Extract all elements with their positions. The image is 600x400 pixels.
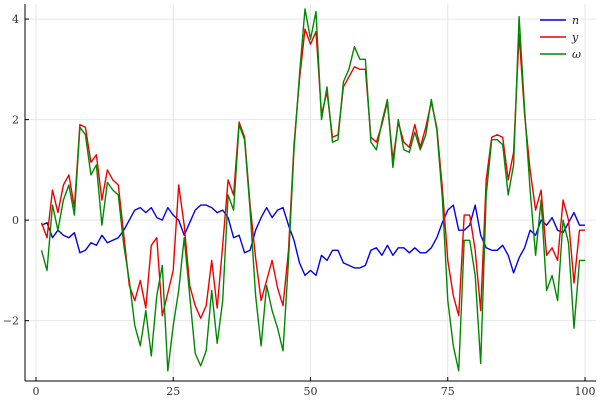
grid (25, 4, 596, 381)
series-lines (40, 8, 585, 372)
y-tick-label: 4 (12, 13, 19, 26)
tick-labels: 0 25 50 75 100 −2 0 2 4 (3, 13, 596, 398)
series-line-0 (41, 204, 585, 277)
y-tick-label: 0 (12, 214, 19, 227)
x-tick-label: 75 (441, 385, 455, 398)
x-tick-label: 100 (575, 385, 596, 398)
x-tick-label: 25 (166, 385, 180, 398)
legend-label-2: ω (572, 48, 581, 61)
x-tick-label: 50 (304, 385, 318, 398)
y-tick-label: −2 (3, 315, 19, 328)
y-tick-label: 2 (12, 114, 19, 127)
legend-label-1: y (571, 31, 579, 44)
series-line-2 (40, 8, 585, 372)
series-line-1 (40, 28, 585, 319)
x-tick-label: 0 (32, 385, 39, 398)
legend: nyω (540, 14, 581, 61)
legend-label-0: n (572, 14, 579, 27)
